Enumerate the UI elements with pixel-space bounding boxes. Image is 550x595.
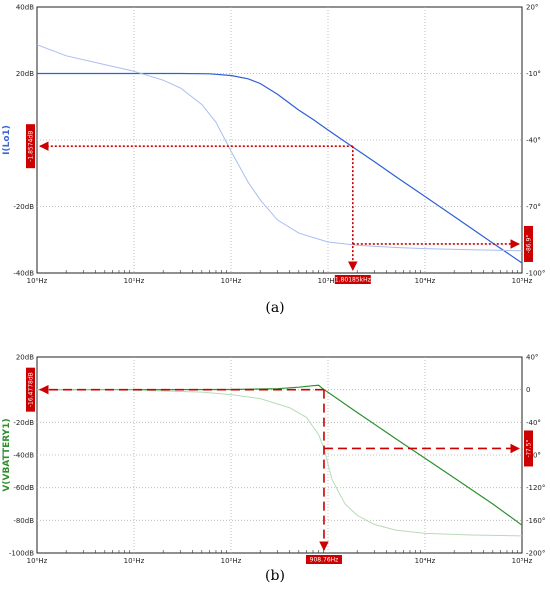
x-tick-label: 10⁴Hz bbox=[415, 557, 436, 565]
y2-tick-label: 20° bbox=[526, 4, 538, 12]
y-tick-label: 20dB bbox=[16, 354, 34, 362]
x-tick-label: 10⁰Hz bbox=[27, 277, 48, 285]
x-tick-label: 10¹Hz bbox=[124, 557, 145, 565]
y-tick-label: -20dB bbox=[13, 419, 34, 427]
y-tick-label: -20dB bbox=[13, 203, 34, 211]
x-tick-label: 10⁰Hz bbox=[27, 557, 48, 565]
cursor-phase-label: -86.9° bbox=[526, 235, 533, 254]
cursor-frequency-label: 1.80185kHz bbox=[335, 277, 371, 284]
cursor-frequency-label: 908.76Hz bbox=[310, 557, 339, 564]
y-axis-label: V(VBATTERY1) bbox=[2, 418, 12, 491]
cursor-phase-box bbox=[524, 225, 533, 262]
y2-tick-label: -160° bbox=[526, 517, 545, 525]
chart-panel-b: 10⁰Hz10¹Hz10²Hz10³Hz10⁴Hz10⁵Hz20dB40°00-… bbox=[2, 354, 545, 585]
y2-tick-label: -120° bbox=[526, 484, 545, 492]
x-tick-label: 10⁵Hz bbox=[512, 277, 533, 285]
cursor-magnitude-box bbox=[26, 124, 35, 169]
y-tick-label: -60dB bbox=[13, 484, 34, 492]
y2-tick-label: -200° bbox=[526, 550, 545, 558]
y-tick-label: -40dB bbox=[13, 452, 34, 460]
x-tick-label: 10²Hz bbox=[221, 277, 242, 285]
y-tick-label: -100dB bbox=[9, 550, 34, 558]
cursor-magnitude-label: -16.4778dB bbox=[28, 372, 35, 407]
y2-tick-label: -40° bbox=[526, 137, 541, 145]
cursor-phase-box bbox=[524, 430, 533, 467]
phase-curve bbox=[36, 44, 523, 252]
x-tick-label: 10⁵Hz bbox=[512, 557, 533, 565]
cursor-frequency-box bbox=[305, 555, 342, 564]
cursor-phase-label: -?7.5° bbox=[526, 440, 533, 458]
x-tick-label: 10¹Hz bbox=[124, 277, 145, 285]
panel-label: (a) bbox=[265, 300, 284, 316]
y-tick-label: 40dB bbox=[16, 4, 34, 12]
y2-tick-label: -80° bbox=[526, 452, 541, 460]
cursor-magnitude-label: -1.8574dB bbox=[28, 131, 35, 162]
x-tick-label: 10⁴Hz bbox=[415, 277, 436, 285]
magnitude-curve bbox=[37, 72, 523, 264]
y2-tick-label: 40° bbox=[526, 354, 538, 362]
y2-tick-label: 0 bbox=[526, 386, 530, 394]
y-tick-label: 20dB bbox=[16, 70, 34, 78]
y2-tick-label: -40° bbox=[526, 419, 541, 427]
x-tick-label: 10³Hz bbox=[318, 277, 339, 285]
y2-tick-label: -70° bbox=[526, 203, 541, 211]
y-tick-label: -40dB bbox=[13, 270, 34, 278]
y-axis-label: I(Lo1) bbox=[2, 125, 12, 155]
y2-tick-label: -10° bbox=[526, 70, 541, 78]
chart-panel-a: 10⁰Hz 10¹Hz 10²Hz 10³Hz 10⁴Hz 10⁵Hz 40dB 20° 20d… bbox=[2, 4, 545, 317]
y-tick-label: -80dB bbox=[13, 517, 34, 525]
y2-tick-label: -100° bbox=[526, 270, 545, 278]
panel-label: (b) bbox=[265, 568, 285, 584]
cursor-frequency-box bbox=[334, 275, 371, 284]
plot-frame bbox=[36, 6, 523, 274]
cursor-magnitude-box bbox=[26, 367, 35, 412]
x-tick-label: 10²Hz bbox=[221, 557, 242, 565]
